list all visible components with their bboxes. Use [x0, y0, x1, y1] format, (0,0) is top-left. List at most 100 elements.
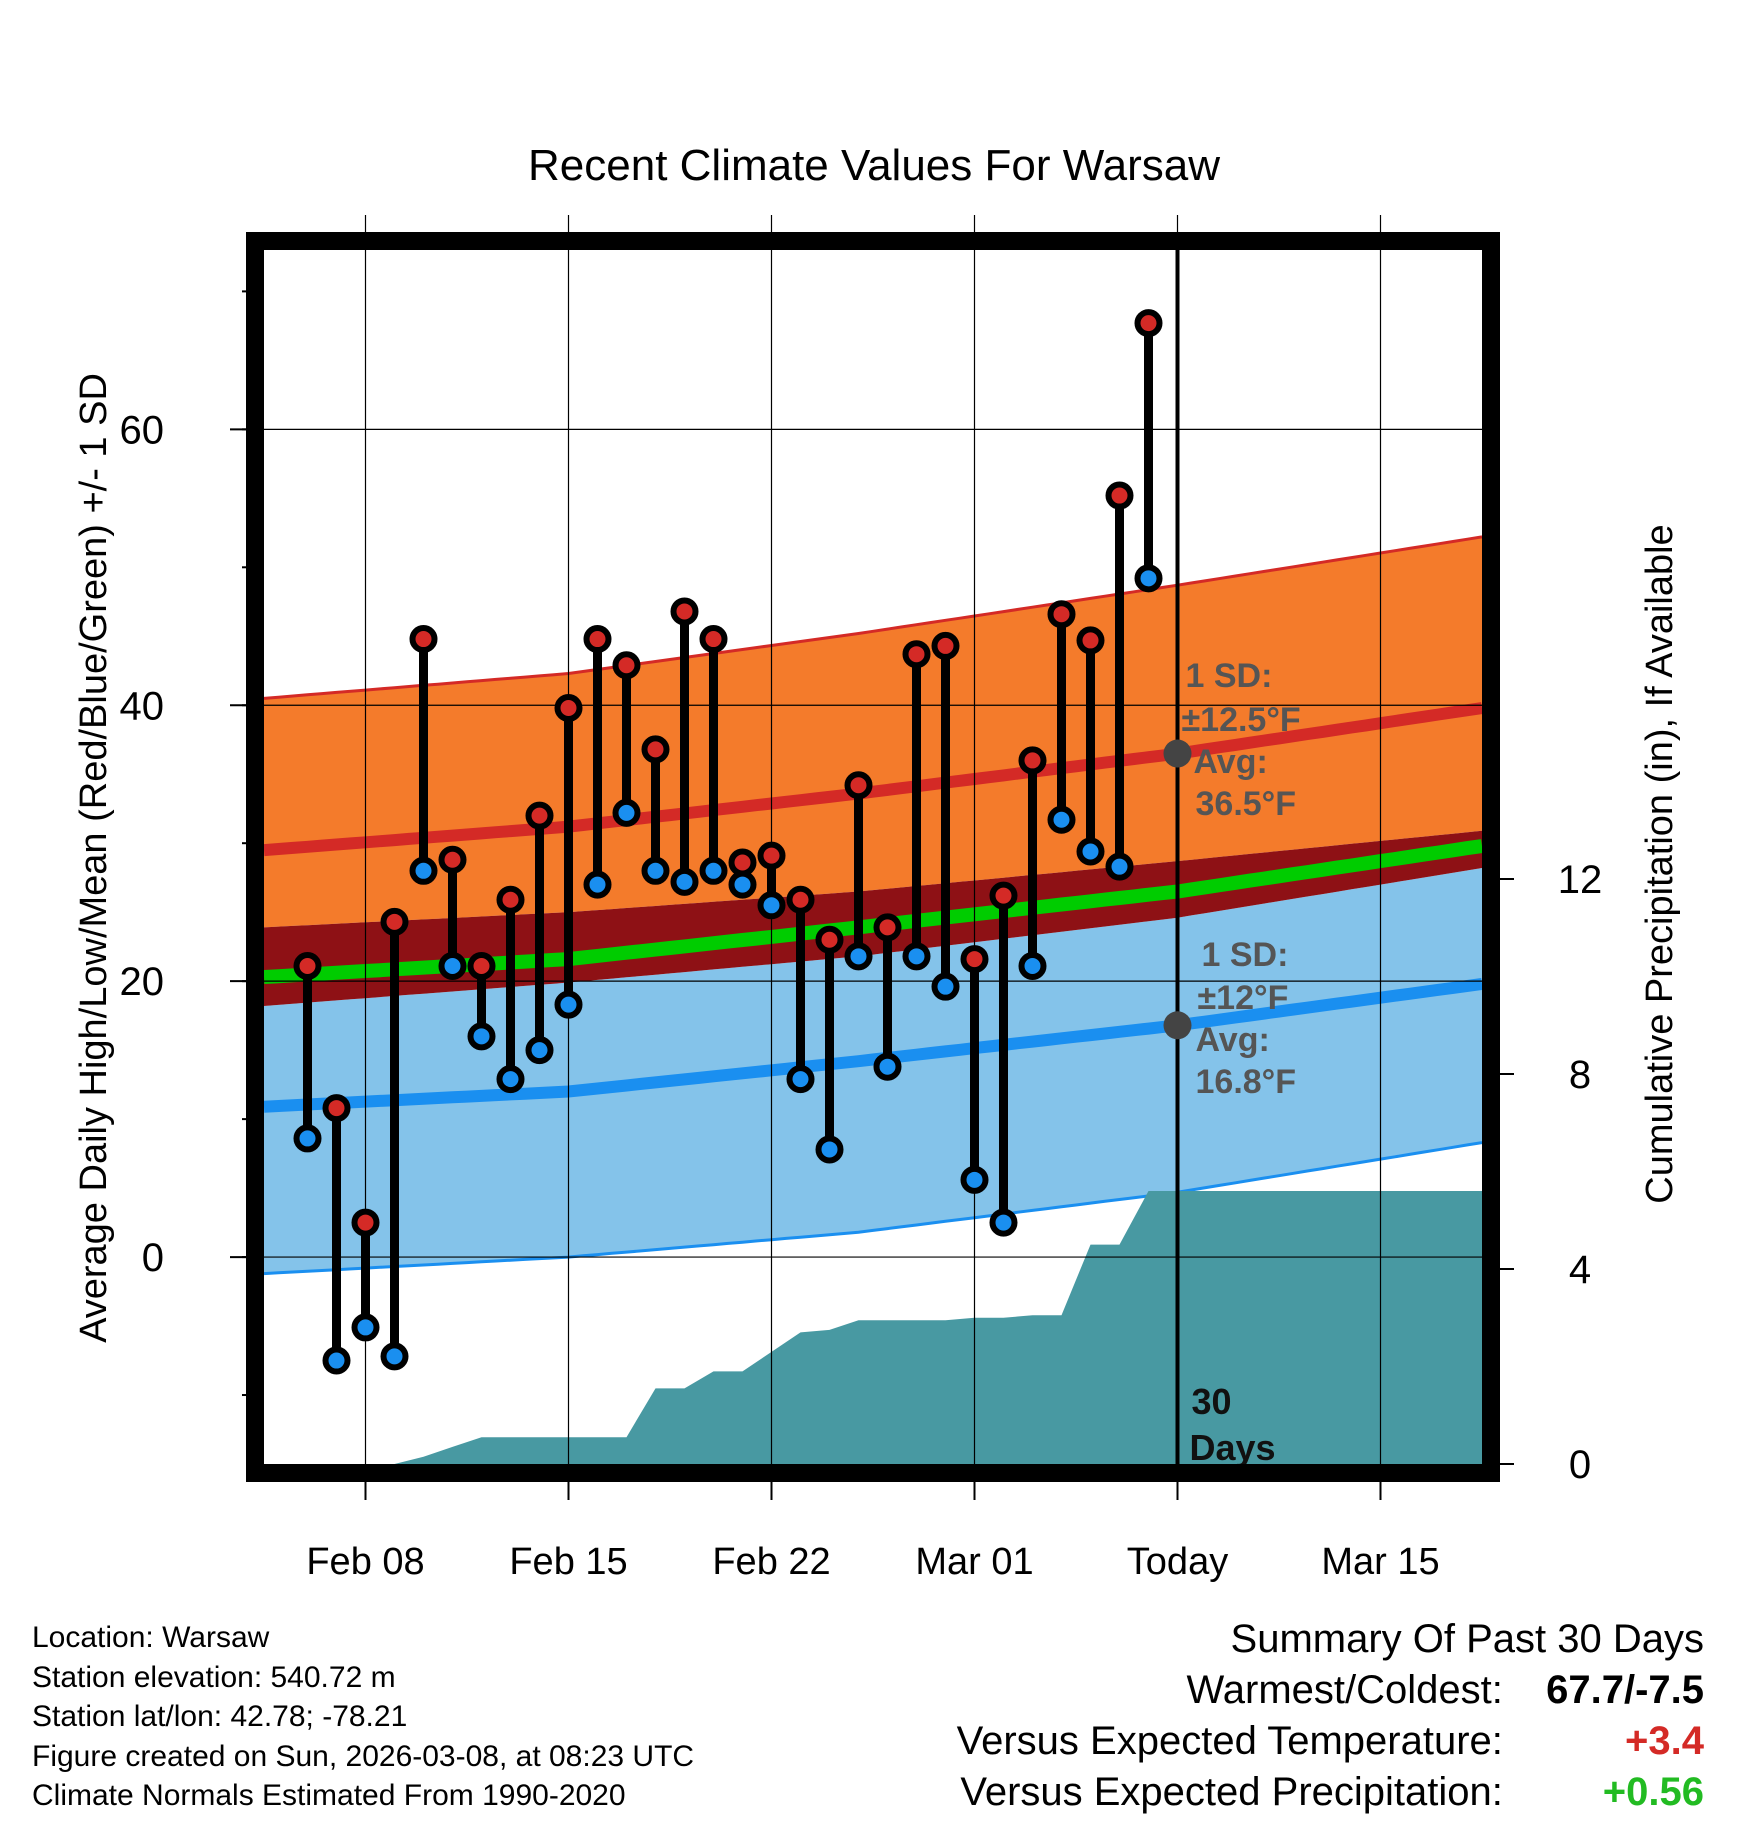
daily-high-point [496, 885, 525, 914]
daily-low-point [380, 1342, 409, 1371]
axes: Feb 08 Feb 15 Feb 22 Mar 01 Today Mar 1502040… [73, 290, 1681, 1600]
daily-high-point [728, 848, 757, 877]
daily-low-point [467, 1022, 496, 1051]
daily-low-point [815, 1135, 844, 1164]
today-days-label: Days [1190, 1427, 1276, 1468]
daily-high-point [612, 651, 641, 680]
warm-cold-row: Warmest/Coldest: 67.7/-7.5 [957, 1665, 1705, 1716]
high-avg-point [1163, 739, 1192, 768]
daily-low-point [612, 798, 641, 827]
high-mean-line [264, 702, 1482, 857]
daily-high-point [1076, 626, 1105, 655]
daily-high-point [641, 735, 670, 764]
daily-high-point [757, 841, 786, 870]
station-info: Location: Warsaw Station elevation: 540.… [32, 1618, 694, 1816]
daily-low-point [554, 990, 583, 1019]
elevation-text: Station elevation: 540.72 m [32, 1660, 396, 1694]
low-avg-label: Avg: [1196, 1021, 1270, 1059]
daily-high-point [293, 951, 322, 980]
y-left-tick-label: 0 [142, 1236, 164, 1280]
precip-row: Versus Expected Precipitation: +0.56 [957, 1767, 1704, 1818]
x-tick-label: Feb 22 [712, 1541, 830, 1583]
high-sd-label: 1 SD: [1186, 657, 1273, 695]
plot-frame [246, 232, 1500, 1482]
y-right-tick-label: 0 [1569, 1443, 1591, 1487]
daily-high-point [380, 907, 409, 936]
mean-normal-line [264, 839, 1482, 984]
daily-high-point [989, 881, 1018, 910]
daily-high-point [467, 951, 496, 980]
low-lower-sd-line [264, 1141, 1482, 1276]
daily-high-point [815, 925, 844, 954]
daily-high-point [699, 625, 728, 654]
x-tick-label: Mar 15 [1321, 1541, 1439, 1583]
precip-label: Versus Expected Precipitation: [960, 1770, 1503, 1814]
x-tick-label: Feb 15 [509, 1541, 627, 1583]
y-right-axis-label: Cumulative Precipitation (in), If Availa… [1639, 524, 1681, 1203]
y-left-tick-label: 40 [120, 684, 165, 728]
daily-low-point [1047, 805, 1076, 834]
temp-value: +3.4 [1625, 1719, 1704, 1763]
daily-high-point [1105, 481, 1134, 510]
temp-row: Versus Expected Temperature: +3.4 [957, 1716, 1704, 1767]
y-left-tick-label: 20 [120, 960, 165, 1004]
daily-low-point [496, 1065, 525, 1094]
warm-cold-label: Warmest/Coldest: [1186, 1668, 1503, 1712]
daily-high-point [525, 801, 554, 830]
daily-low-point [409, 856, 438, 885]
daily-low-point [525, 1036, 554, 1065]
daily-high-point [670, 597, 699, 626]
daily-low-point [583, 870, 612, 899]
low-mean-line [264, 977, 1482, 1113]
daily-low-point [902, 942, 931, 971]
summary-title: Summary Of Past 30 Days [1230, 1617, 1704, 1661]
daily-low-point [351, 1313, 380, 1342]
daily-low-point [322, 1346, 351, 1375]
chart-title: Recent Climate Values For Warsaw [528, 141, 1220, 190]
high-sd-value: ±12.5°F [1182, 701, 1301, 739]
daily-high-point [438, 845, 467, 874]
daily-low-point [931, 972, 960, 1001]
daily-low-point [1105, 852, 1134, 881]
high-avg-value: 36.5°F [1196, 785, 1297, 823]
precip-area [307, 1191, 1482, 1464]
daily-low-point [989, 1208, 1018, 1237]
daily-low-point [786, 1065, 815, 1094]
daily-low-point [641, 856, 670, 885]
climate-chart: Recent Climate Values For Warsaw 1 SD: ±1… [73, 141, 1681, 1600]
y-left-tick-label: 60 [120, 408, 165, 452]
daily-high-point [1018, 746, 1047, 775]
daily-high-point [322, 1094, 351, 1123]
daily-low-point [438, 951, 467, 980]
daily-low-point [1018, 951, 1047, 980]
daily-low-point [728, 870, 757, 899]
daily-low-point [960, 1165, 989, 1194]
daily-bars [293, 309, 1163, 1375]
daily-low-point [670, 867, 699, 896]
daily-high-point [409, 625, 438, 654]
annotations: 1 SD: ±12.5°F Avg: 36.5°F 1 SD: ±12°F Avg: 16.8… [1163, 657, 1301, 1468]
y-right-tick-label: 8 [1569, 1053, 1591, 1097]
x-axis-label: Day [840, 1599, 908, 1600]
y-right-tick-label: 4 [1569, 1248, 1591, 1292]
low-avg-value: 16.8°F [1196, 1063, 1297, 1101]
normals-text: Climate Normals Estimated From 1990-2020 [32, 1779, 626, 1812]
daily-low-point [293, 1124, 322, 1153]
daily-high-point [902, 640, 931, 669]
low-sd-label: 1 SD: [1202, 936, 1289, 974]
today-days-number: 30 [1192, 1381, 1232, 1422]
daily-low-point [1076, 837, 1105, 866]
y-left-axis-label: Average Daily High/Low/Mean (Red/Blue/Gr… [73, 373, 115, 1343]
daily-high-point [1134, 309, 1163, 338]
daily-low-point [873, 1052, 902, 1081]
daily-high-point [844, 771, 873, 800]
daily-high-point [786, 885, 815, 914]
daily-high-point [873, 913, 902, 942]
high-avg-label: Avg: [1194, 743, 1268, 781]
y-right-tick-label: 12 [1558, 858, 1603, 902]
daily-high-point [351, 1208, 380, 1237]
daily-high-point [1047, 600, 1076, 629]
daily-high-point [583, 625, 612, 654]
summary-panel: Summary Of Past 30 Days Warmest/Coldest:… [957, 1614, 1704, 1818]
created-text: Figure created on Sun, 2026-03-08, at 08… [32, 1739, 695, 1773]
